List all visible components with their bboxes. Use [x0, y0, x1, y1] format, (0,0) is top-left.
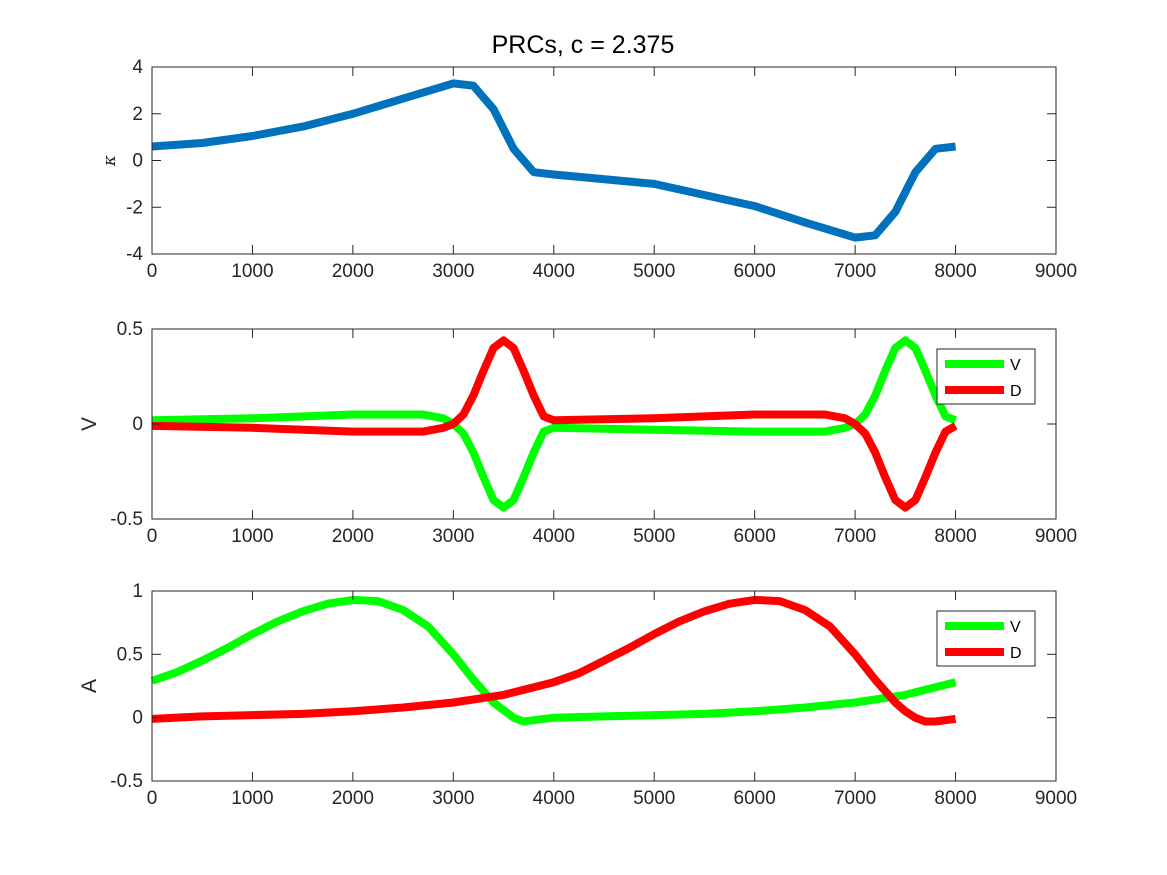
x-tick-label: 0 [147, 526, 158, 547]
x-tick-label: 9000 [1035, 261, 1077, 282]
x-tick-label: 6000 [734, 788, 776, 809]
plot-area [152, 591, 1056, 781]
x-tick-label: 4000 [533, 261, 575, 282]
y-tick-label: 4 [132, 57, 143, 78]
y-axis-label: κ [100, 155, 120, 167]
y-tick-label: -0.5 [110, 509, 143, 530]
x-tick-label: 1000 [231, 526, 273, 547]
x-tick-label: 7000 [834, 261, 876, 282]
x-tick-label: 2000 [332, 261, 374, 282]
x-tick-label: 5000 [633, 788, 675, 809]
axes-box [151, 590, 1057, 782]
y-tick-label: 0 [132, 151, 143, 172]
x-tick-label: 2000 [332, 526, 374, 547]
x-tick-label: 3000 [432, 261, 474, 282]
x-tick-label: 5000 [633, 526, 675, 547]
legend-label-v: V [1010, 619, 1021, 636]
series-line-d-panel-2 [151, 336, 958, 512]
y-tick-label: 1 [132, 581, 143, 602]
y-axis-label: V [78, 417, 101, 431]
x-tick-label: 3000 [432, 788, 474, 809]
series-line-v-panel-3 [150, 595, 957, 726]
x-tick-label: 7000 [834, 526, 876, 547]
series-line-panel-1 [151, 79, 957, 242]
x-tick-label: 5000 [633, 261, 675, 282]
plot-area [152, 329, 1056, 519]
y-tick-label: 0.5 [117, 319, 143, 340]
y-tick-label: 0 [132, 414, 143, 435]
legend: VD [936, 348, 1036, 405]
x-tick-label: 4000 [533, 788, 575, 809]
series-line-d-panel-3 [151, 595, 957, 726]
y-tick-label: -0.5 [110, 771, 143, 792]
x-tick-label: 8000 [934, 261, 976, 282]
x-tick-label: 6000 [734, 261, 776, 282]
legend-label-d: D [1010, 645, 1022, 662]
y-tick-label: -2 [126, 197, 143, 218]
x-tick-label: 0 [147, 261, 158, 282]
y-axis-label: A [78, 679, 101, 693]
x-tick-label: 9000 [1035, 526, 1077, 547]
charts-layer: 0 1000 2000 3000 4000 5000 6000 7000 8000 9000-4-… [78, 57, 1077, 809]
x-tick-label: 3000 [432, 526, 474, 547]
y-tick-label: 2 [132, 104, 143, 125]
y-tick-label: -4 [126, 244, 143, 265]
x-tick-label: 8000 [934, 788, 976, 809]
x-tick-label: 8000 [934, 526, 976, 547]
x-tick-label: 9000 [1035, 788, 1077, 809]
legend-box [936, 610, 1036, 667]
x-tick-label: 1000 [231, 788, 273, 809]
legend: VD [936, 610, 1036, 667]
axes-panel-2: 0 1000 2000 3000 4000 5000 6000 7000 8000 9000 -0.… [78, 319, 1077, 547]
x-tick-label: 6000 [734, 526, 776, 547]
legend-label-d: D [1010, 383, 1022, 400]
figure-title: PRCs, c = 2.375 [492, 31, 675, 59]
x-tick-label: 1000 [231, 261, 273, 282]
legend-label-v: V [1010, 357, 1021, 374]
y-tick-label: 0 [132, 708, 143, 729]
legend-box [936, 348, 1036, 405]
x-tick-label: 2000 [332, 788, 374, 809]
x-tick-label: 7000 [834, 788, 876, 809]
plot-area [152, 67, 1056, 254]
x-tick-label: 0 [147, 788, 158, 809]
axes-panel-1: 0 1000 2000 3000 4000 5000 6000 7000 8000 9000 -4 -… [100, 57, 1077, 282]
y-tick-label: 0.5 [117, 644, 143, 665]
x-tick-label: 4000 [533, 526, 575, 547]
axes-panel-3: 0 1000 2000 3000 4000 5000 6000 7000 8000 9000 -0.… [78, 581, 1077, 809]
